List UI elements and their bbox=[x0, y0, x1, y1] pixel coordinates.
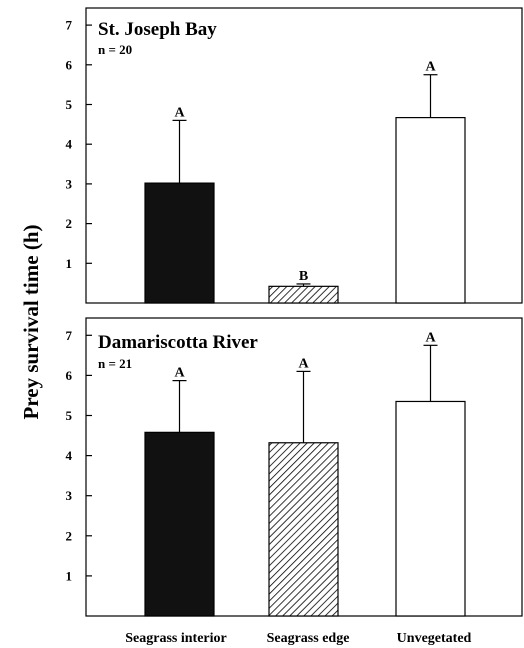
x-axis-labels: Seagrass interior Seagrass edge Unvegeta… bbox=[125, 631, 471, 646]
category-label-seagrass-edge: Seagrass edge bbox=[267, 631, 350, 646]
y-tick-label: 1 bbox=[66, 256, 73, 271]
y-tick-label: 4 bbox=[66, 448, 73, 463]
significance-label: A bbox=[174, 105, 185, 120]
significance-label: A bbox=[425, 330, 436, 345]
y-axis: 1 2 3 4 5 6 7 bbox=[66, 18, 92, 271]
significance-label: A bbox=[298, 356, 309, 371]
sample-size-label: n = 20 bbox=[98, 42, 132, 57]
y-tick-label: 2 bbox=[66, 528, 73, 543]
panel-title: Damariscotta River bbox=[98, 332, 258, 353]
y-axis: 1 2 3 4 5 6 7 bbox=[66, 328, 92, 583]
significance-label: A bbox=[174, 366, 185, 381]
sample-size-label: n = 21 bbox=[98, 356, 132, 371]
y-tick-label: 2 bbox=[66, 216, 73, 231]
y-axis-title: Prey survival time (h) bbox=[19, 225, 43, 420]
significance-label: B bbox=[299, 269, 308, 284]
bar-unvegetated bbox=[395, 117, 466, 304]
y-tick-label: 5 bbox=[66, 408, 73, 423]
bar-series: A A A bbox=[144, 330, 466, 617]
bar-seagrass-edge bbox=[268, 285, 339, 304]
category-label-unvegetated: Unvegetated bbox=[397, 631, 472, 646]
significance-label: A bbox=[425, 60, 436, 75]
panel-title: St. Joseph Bay bbox=[98, 19, 217, 40]
bar-seagrass-interior bbox=[144, 431, 215, 617]
category-label-seagrass-interior: Seagrass interior bbox=[125, 631, 226, 646]
panel-st-joseph-bay: St. Joseph Bay n = 20 1 2 3 4 5 6 7 A B A bbox=[66, 7, 523, 304]
bar-unvegetated bbox=[395, 400, 466, 617]
bar-series: A B A bbox=[144, 60, 466, 304]
bar-seagrass-interior bbox=[144, 182, 215, 304]
y-tick-label: 7 bbox=[66, 328, 73, 343]
y-tick-label: 3 bbox=[66, 176, 73, 191]
y-tick-label: 5 bbox=[66, 97, 73, 112]
y-tick-label: 4 bbox=[66, 137, 73, 152]
y-tick-label: 3 bbox=[66, 488, 73, 503]
y-tick-label: 6 bbox=[66, 368, 73, 383]
y-tick-label: 7 bbox=[66, 18, 73, 33]
y-tick-label: 1 bbox=[66, 568, 73, 583]
y-tick-label: 6 bbox=[66, 57, 73, 72]
bar-seagrass-edge bbox=[268, 442, 339, 617]
